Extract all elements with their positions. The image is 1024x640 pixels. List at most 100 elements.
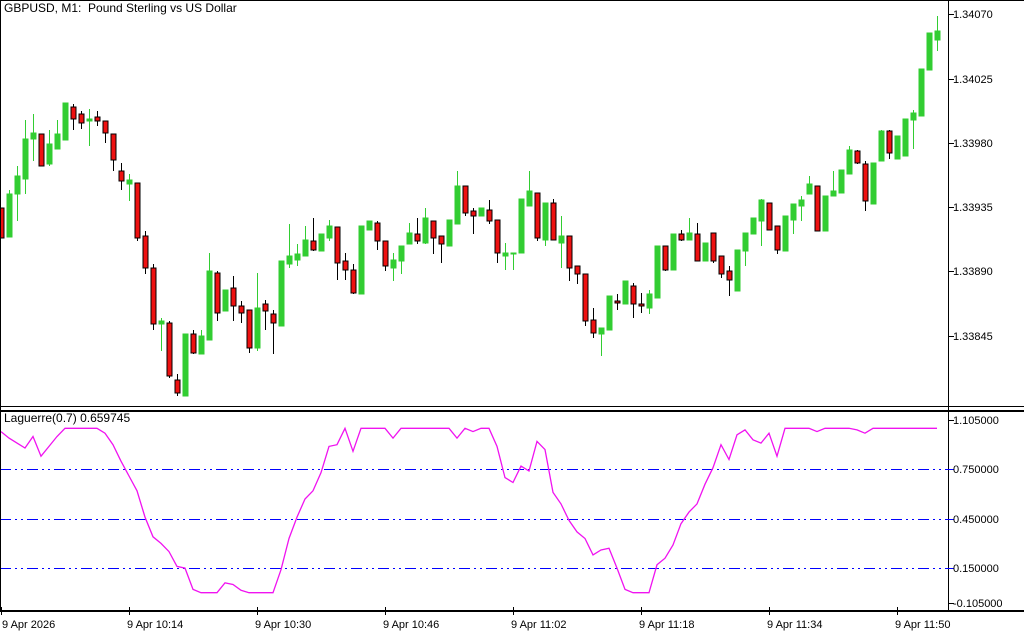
candle-body [726,270,733,281]
candle-body [702,242,709,262]
price-axis-label: 1.33980 [953,138,993,150]
candle-body [678,233,685,241]
candle-body [870,162,877,205]
candle-body [478,207,485,217]
indicator-axis-label: 0.150000 [953,563,999,575]
candle-body [70,106,77,120]
candle-body [710,232,717,262]
candle-body [182,333,189,397]
candle-body [0,207,5,239]
time-axis-label: 9 Apr 2026 [2,619,55,631]
candle-body [222,289,229,312]
candle-body [326,225,333,239]
indicator-axis: 1.105000 0.750000 0.450000 0.150000 -0.10500… [948,415,1003,610]
time-axis-label: 9 Apr 11:18 [639,619,694,631]
candle-body [614,300,621,304]
candle-body [686,232,693,241]
candle-body [406,232,413,245]
candle-body [262,303,269,312]
price-axis-label: 1.34070 [953,9,993,21]
candle-body [894,135,901,160]
candle-body [854,150,861,164]
time-axis-label: 9 Apr 10:14 [127,619,183,631]
indicator-axis-label: 0.750000 [953,464,999,476]
price-axis-label: 1.33890 [953,266,993,278]
candle-body [806,183,813,195]
indicator-axis-label: 1.105000 [953,415,999,427]
candle-body [606,295,613,331]
candle-body [494,219,501,254]
candle-body [278,260,285,327]
candle-body [374,222,381,242]
candle-body [734,249,741,292]
candle-body [574,265,581,275]
candle-body [694,233,701,262]
candle-body [142,235,149,269]
time-axis-label: 9 Apr 11:34 [767,619,822,631]
candle-body [454,185,461,225]
candle-body [110,133,117,161]
candle-body [750,217,757,235]
candle-body [470,210,477,217]
candle-body [294,253,301,261]
candle-body [670,233,677,271]
candle-body [198,335,205,355]
candle-body [534,192,541,239]
indicator-level-lines [0,469,948,569]
candle-body [126,179,133,185]
candle-body [526,190,533,207]
candle-body [334,226,341,264]
candle-body [662,245,669,271]
candle-body [246,309,253,349]
candle-body [94,116,101,122]
candle-body [566,235,573,269]
candle-body [622,280,629,305]
candle-body [758,199,765,222]
candle-body [782,215,789,252]
candle-body [174,379,181,394]
candle-body [582,273,589,322]
candle-body [902,118,909,157]
candle-body [918,68,925,117]
candle-body [158,320,165,325]
candle-body [382,240,389,267]
candle-body [254,307,261,349]
candle-body [766,202,773,231]
candle-body [790,203,797,221]
candle-body [46,143,53,165]
candle-body [542,202,549,241]
candle-body [22,138,29,180]
candle-body [886,130,893,154]
candle-body [38,133,45,167]
time-axis-label: 9 Apr 10:30 [255,619,311,631]
candle-body [590,319,597,334]
time-axis-label: 9 Apr 11:02 [511,619,566,631]
indicator-axis-label: -0.105000 [953,598,1003,610]
candle-body [14,175,21,195]
candle-body [934,30,941,41]
indicator-name: Laguerre(0.7) [4,411,77,425]
candle-body [390,259,397,269]
candle-body [598,327,605,335]
candle-body [774,225,781,251]
candle-body [342,260,349,271]
candle-body [502,252,509,257]
candle-body [558,235,565,244]
candle-body [134,182,141,239]
candle-body [118,170,125,182]
candle-body [742,232,749,252]
indicator-axis-label: 0.450000 [953,514,999,526]
candle-body [878,130,885,162]
candle-body [910,112,917,121]
candlestick-series [0,16,941,397]
candle-body [230,287,237,307]
candle-body [366,220,373,231]
candle-body [654,245,661,299]
candle-body [270,313,277,324]
candle-body [830,190,837,197]
chart-title: GBPUSD, M1: Pound Sterling vs US Dollar [4,1,237,15]
candle-body [238,305,245,314]
candle-body [446,219,453,247]
candle-body [630,285,637,305]
